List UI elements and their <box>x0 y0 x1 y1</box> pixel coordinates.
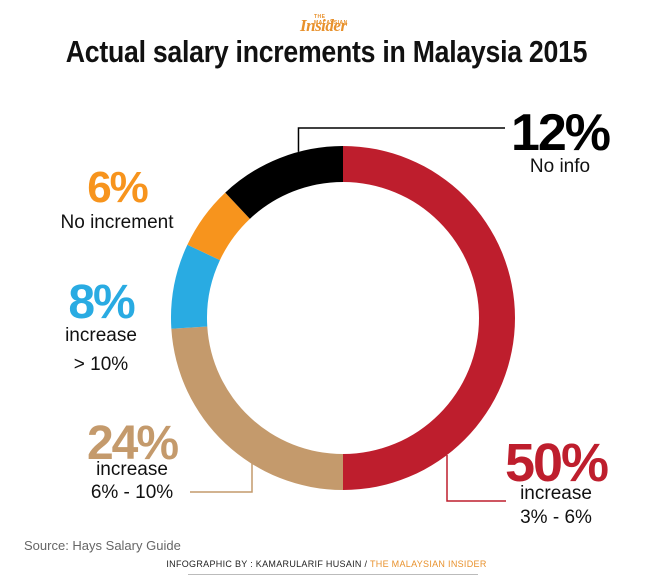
chart-title: Actual salary increments in Malaysia 201… <box>65 34 588 69</box>
credit-underline <box>188 574 478 575</box>
slice-1 <box>171 326 343 490</box>
slice-3-label: No increment <box>61 212 175 233</box>
slice-1-label: increase <box>96 459 168 480</box>
slice-1-sublabel: 6% - 10% <box>91 482 173 503</box>
source-note: Source: Hays Salary Guide <box>24 538 181 553</box>
slice-3-percent: 6% <box>87 163 147 212</box>
credit-brand: THE MALAYSIAN INSIDER <box>369 559 487 569</box>
slice-0 <box>343 146 515 490</box>
slice-0-label: increase <box>520 483 592 504</box>
infographic-credit: INFOGRAPHIC BY : KAMARULARIF HUSAIN / TH… <box>0 559 653 569</box>
slice-1-percent: 24% <box>87 417 178 470</box>
slice-4 <box>225 146 343 219</box>
slice-2-sublabel: > 10% <box>74 354 129 375</box>
leader-line-0 <box>446 455 506 502</box>
leader-line-1 <box>190 455 253 493</box>
slice-2-percent: 8% <box>68 276 135 329</box>
slice-0-sublabel: 3% - 6% <box>520 507 592 528</box>
logo-text: Insider <box>300 16 347 35</box>
publisher-logo: THE MALAYSIAN Insider <box>300 14 360 35</box>
credit-author: INFOGRAPHIC BY : KAMARULARIF HUSAIN / <box>166 559 370 569</box>
slice-4-percent: 12% <box>511 104 610 162</box>
logo-small-text: THE MALAYSIAN <box>314 14 348 26</box>
slice-3 <box>187 192 250 261</box>
slice-0-percent: 50% <box>505 433 608 493</box>
slice-2-label: increase <box>65 325 137 346</box>
slice-2 <box>171 244 220 329</box>
leader-line-2 <box>297 127 505 152</box>
slice-4-label: No info <box>530 156 590 177</box>
